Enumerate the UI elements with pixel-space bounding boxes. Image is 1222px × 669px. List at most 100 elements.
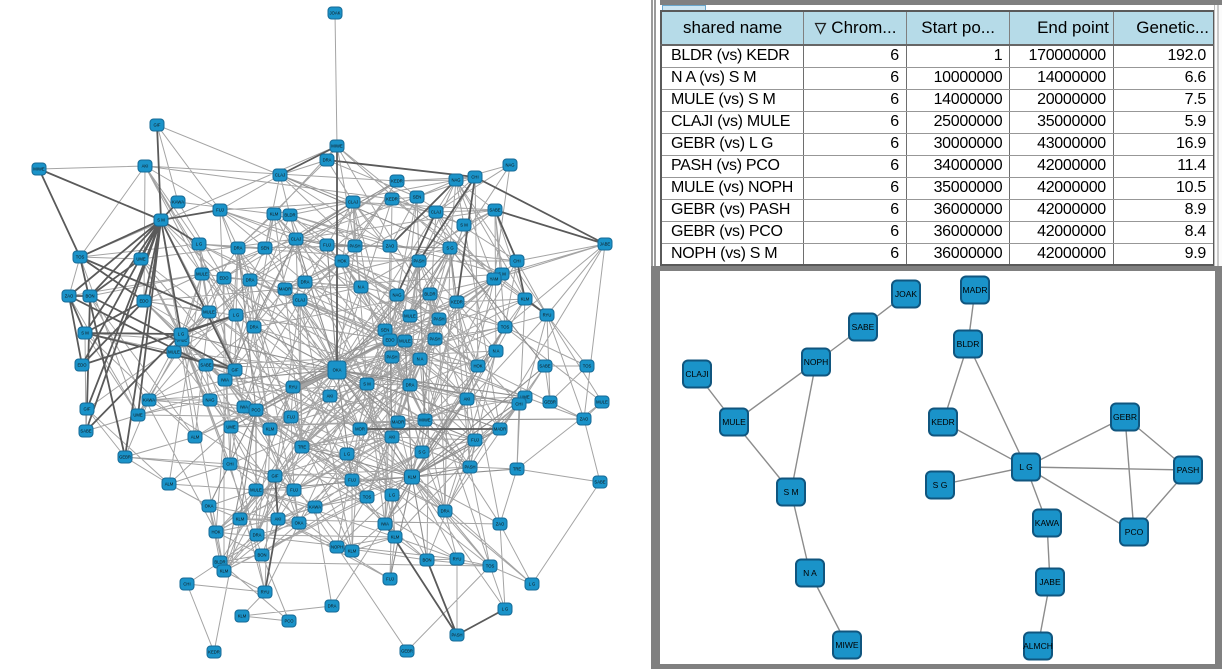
svg-text:MULE: MULE [250,488,262,493]
svg-text:ZAO: ZAO [496,522,505,527]
svg-text:TOS: TOS [486,564,495,569]
svg-text:S M: S M [498,272,506,277]
svg-text:TRE: TRE [298,445,307,450]
svg-text:DRA: DRA [406,383,415,388]
svg-text:MIWE: MIWE [419,418,431,423]
svg-text:MULE: MULE [399,339,411,344]
svg-text:TOS: TOS [501,325,510,330]
svg-text:GEBR: GEBR [1113,412,1137,422]
svg-text:PCO: PCO [284,619,294,624]
svg-text:GIF: GIF [154,123,161,128]
svg-text:AKI: AKI [142,164,149,169]
svg-text:S M: S M [81,331,89,336]
svg-text:RYU: RYU [453,557,462,562]
svg-text:GIF: GIF [272,474,279,479]
svg-text:PASH: PASH [1177,465,1200,475]
svg-text:ZAO: ZAO [65,294,74,299]
svg-text:EDO: EDO [77,363,87,368]
svg-text:HOK: HOK [211,530,220,535]
svg-text:S M: S M [157,218,165,223]
svg-text:S G: S G [933,480,948,490]
svg-text:SEN: SEN [381,328,390,333]
svg-text:KEDR: KEDR [391,179,403,184]
svg-text:DRA: DRA [328,604,337,609]
svg-text:KLM: KLM [521,297,530,302]
svg-text:AKI: AKI [275,517,282,522]
svg-text:KLM: KLM [238,614,247,619]
svg-text:DRA: DRA [246,278,255,283]
svg-text:SEN: SEN [261,246,270,251]
svg-text:TOS: TOS [363,495,372,500]
svg-text:MULE: MULE [596,400,608,405]
svg-text:L G: L G [178,332,185,337]
svg-text:FUJ: FUJ [216,208,224,213]
svg-text:RYU: RYU [261,590,270,595]
svg-text:L G: L G [529,582,536,587]
svg-text:GEBR: GEBR [401,649,413,654]
svg-text:DRA: DRA [250,325,259,330]
svg-text:PASH: PASH [451,633,462,638]
svg-text:NAG: NAG [451,178,460,183]
svg-text:CHI: CHI [513,259,520,264]
svg-text:SABE: SABE [539,364,550,369]
svg-text:L G: L G [502,607,509,612]
svg-text:BON: BON [257,553,266,558]
svg-text:KAWA: KAWA [143,398,155,403]
svg-text:MIWE: MIWE [835,640,858,650]
svg-text:SABE: SABE [852,322,875,332]
svg-text:PASH: PASH [429,337,440,342]
svg-text:ZAO: ZAO [580,417,589,422]
svg-text:UME: UME [226,425,236,430]
svg-text:SABE: SABE [80,429,91,434]
svg-text:MIWE: MIWE [33,167,45,172]
svg-text:AKI: AKI [464,397,471,402]
svg-text:KEDR: KEDR [386,197,398,202]
svg-text:OKA: OKA [295,521,304,526]
svg-text:NAG: NAG [392,293,401,298]
svg-text:UME: UME [136,257,146,262]
svg-text:CLAJ: CLAJ [431,210,441,215]
svg-text:KLM: KLM [266,427,275,432]
svg-text:KLM: KLM [236,517,245,522]
svg-text:IWA: IWA [240,405,248,410]
svg-text:NOPH: NOPH [804,357,829,367]
svg-text:AKI: AKI [327,394,334,399]
svg-text:N A: N A [803,568,817,578]
svg-text:CLAJ: CLAJ [275,173,285,178]
svg-text:NAG: NAG [505,163,514,168]
svg-text:MADR: MADR [279,287,291,292]
svg-text:BLDR: BLDR [214,560,225,565]
svg-text:TOS: TOS [583,364,592,369]
svg-text:FUJ: FUJ [323,243,331,248]
svg-text:CLAJ: CLAJ [295,298,305,303]
svg-text:JABE: JABE [1039,577,1061,587]
svg-text:HOK: HOK [337,259,346,264]
svg-text:MULE: MULE [722,417,746,427]
svg-text:UME: UME [133,413,143,418]
svg-text:EDO: EDO [139,299,149,304]
svg-text:BON: BON [422,558,431,563]
svg-text:PASH: PASH [349,244,360,249]
svg-text:ALM: ALM [165,482,174,487]
svg-text:CHI: CHI [183,582,190,587]
svg-text:L G: L G [389,493,396,498]
svg-text:FUJ: FUJ [348,478,356,483]
svg-text:PASH: PASH [386,355,397,360]
svg-text:SABE: SABE [594,480,605,485]
svg-text:KLM: KLM [408,475,417,480]
svg-text:CHI: CHI [515,402,522,407]
svg-text:ALM: ALM [191,435,200,440]
svg-text:NOPH: NOPH [331,545,343,550]
svg-text:KAWA: KAWA [1035,518,1060,528]
svg-text:MIWE: MIWE [331,144,343,149]
svg-text:BLDR: BLDR [284,213,295,218]
svg-text:DRA: DRA [234,246,243,251]
svg-text:PASH: PASH [433,317,444,322]
svg-text:SABE: SABE [200,363,211,368]
svg-text:KLM: KLM [391,535,400,540]
svg-text:MULE: MULE [168,350,180,355]
svg-text:BON: BON [85,294,94,299]
svg-text:S G: S G [418,450,425,455]
svg-text:N A: N A [358,285,365,290]
svg-text:AKI: AKI [389,435,396,440]
